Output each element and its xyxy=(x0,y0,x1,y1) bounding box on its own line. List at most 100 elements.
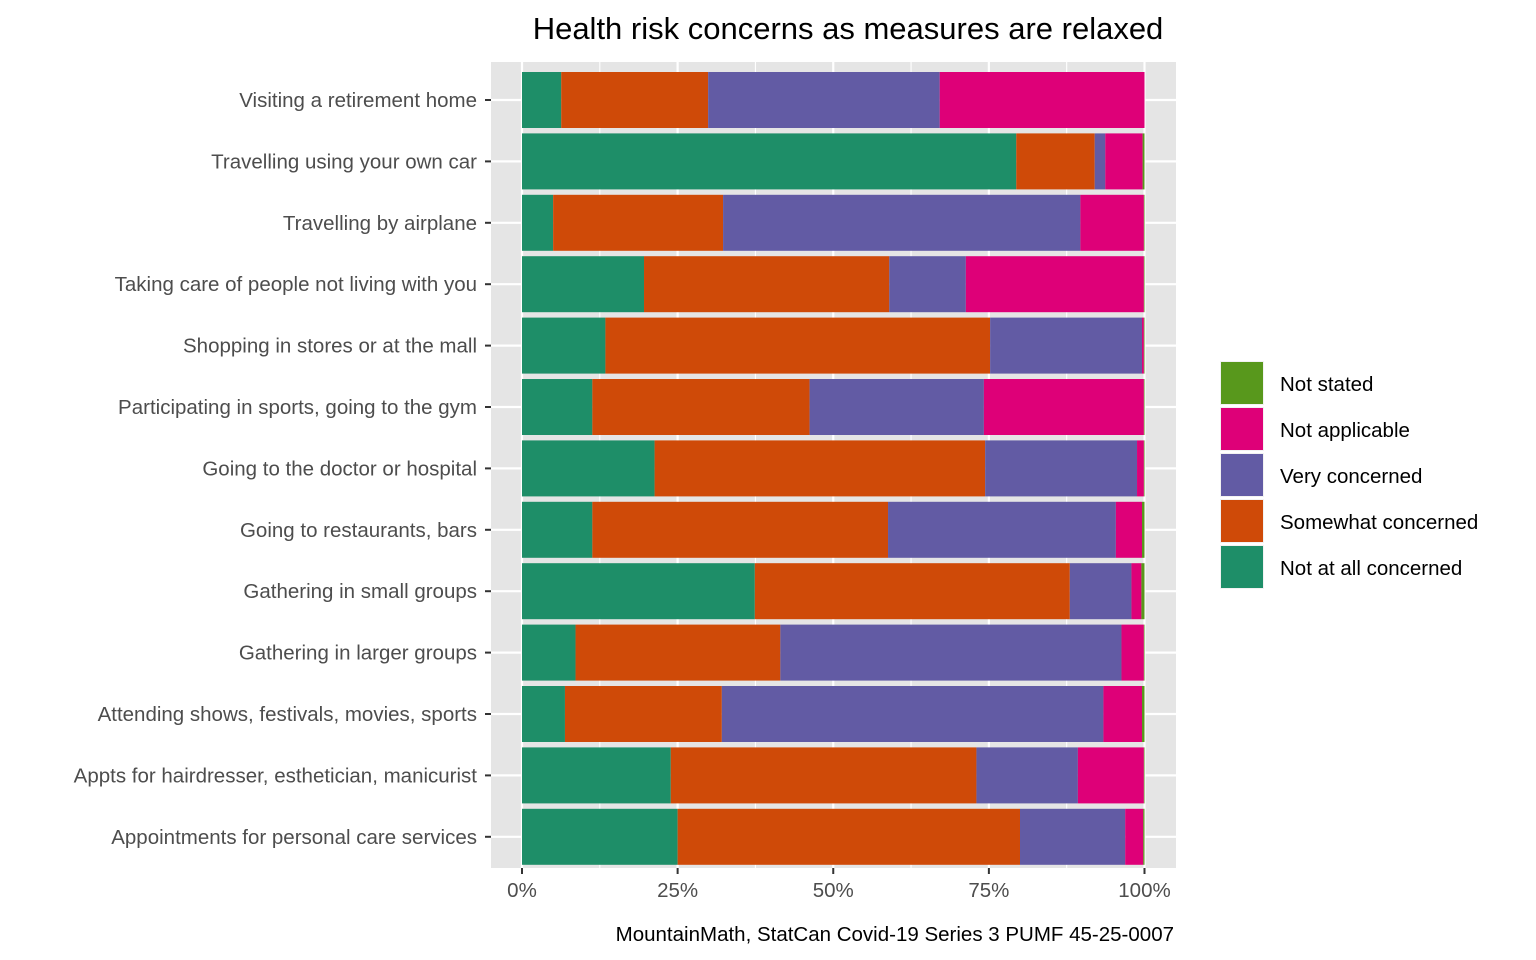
y-tick-label: Taking care of people not living with yo… xyxy=(115,273,477,296)
bar-row xyxy=(522,686,1145,742)
bar-segment-very-concerned xyxy=(1069,563,1132,620)
bar-segment-not-applicable xyxy=(1103,686,1143,742)
legend-swatch xyxy=(1221,546,1263,588)
bar-segment-not-at-all-concerned xyxy=(522,624,576,681)
legend-label: Not stated xyxy=(1280,373,1373,396)
bar-row xyxy=(522,72,1145,128)
bar-segment-not-applicable xyxy=(1131,563,1142,620)
bar-segment-not-applicable xyxy=(1105,133,1143,190)
bar-segment-somewhat-concerned xyxy=(575,624,781,681)
bar-segment-somewhat-concerned xyxy=(1016,133,1095,190)
bar-segment-very-concerned xyxy=(708,72,940,128)
x-tick-label: 50% xyxy=(813,879,854,902)
bar-segment-not-at-all-concerned xyxy=(522,563,755,620)
bar-segment-not-stated xyxy=(1143,747,1145,804)
legend-item: Not at all concerned xyxy=(1220,545,1462,589)
legend-item: Not stated xyxy=(1220,361,1373,405)
bar-segment-not-applicable xyxy=(983,379,1144,435)
bar-segment-not-at-all-concerned xyxy=(522,501,593,558)
y-tick-label: Participating in sports, going to the gy… xyxy=(118,396,477,419)
bar-segment-not-at-all-concerned xyxy=(522,256,645,313)
y-tick-label: Going to the doctor or hospital xyxy=(202,457,477,480)
bar-segment-not-at-all-concerned xyxy=(522,72,562,128)
bar-row xyxy=(522,808,1145,865)
y-tick-label: Shopping in stores or at the mall xyxy=(183,335,477,358)
bar-row xyxy=(522,379,1145,435)
bar-segment-not-at-all-concerned xyxy=(522,379,593,435)
bar-segment-not-applicable xyxy=(1115,501,1143,558)
bar-segment-not-stated xyxy=(1143,624,1145,681)
legend-label: Not at all concerned xyxy=(1280,557,1462,580)
bar-row xyxy=(522,501,1145,558)
bar-segment-not-applicable xyxy=(1125,808,1144,865)
legend-item: Not applicable xyxy=(1220,407,1410,451)
bar-segment-very-concerned xyxy=(888,501,1116,558)
legend-swatch xyxy=(1221,408,1263,450)
bar-segment-very-concerned xyxy=(721,686,1104,742)
bar-segment-not-at-all-concerned xyxy=(522,317,606,374)
chart-caption: MountainMath, StatCan Covid-19 Series 3 … xyxy=(616,923,1174,946)
bar-segment-not-applicable xyxy=(1121,624,1144,681)
bar-row xyxy=(522,747,1145,804)
bar-segment-not-applicable xyxy=(1137,440,1144,497)
x-axis: 0% 25% 50% 75% 100% xyxy=(507,868,1171,902)
y-tick-label: Appointments for personal care services xyxy=(111,826,477,849)
bar-segment-somewhat-concerned xyxy=(605,317,991,374)
bar-segment-not-applicable xyxy=(1080,194,1144,251)
bar-segment-not-applicable xyxy=(1077,747,1144,804)
bar-segment-not-stated xyxy=(1143,440,1145,497)
bar-segment-not-stated xyxy=(1142,686,1145,742)
bar-segment-very-concerned xyxy=(1094,133,1106,190)
bar-segment-somewhat-concerned xyxy=(654,440,986,497)
bar-segment-not-applicable xyxy=(1142,317,1144,374)
bar-segment-not-at-all-concerned xyxy=(522,194,554,251)
bar-segment-very-concerned xyxy=(809,379,984,435)
legend-swatch xyxy=(1221,362,1263,404)
bar-segment-not-at-all-concerned xyxy=(522,747,671,804)
x-tick-label: 75% xyxy=(968,879,1009,902)
bar-segment-not-stated xyxy=(1143,808,1145,865)
bar-segment-very-concerned xyxy=(976,747,1078,804)
bar-row xyxy=(522,133,1145,190)
bar-segment-not-stated xyxy=(1142,501,1145,558)
x-tick-label: 100% xyxy=(1118,879,1170,902)
bar-segment-very-concerned xyxy=(723,194,1081,251)
legend-label: Somewhat concerned xyxy=(1280,511,1478,534)
legend-label: Very concerned xyxy=(1280,465,1422,488)
bar-segment-not-at-all-concerned xyxy=(522,808,678,865)
bar-segment-somewhat-concerned xyxy=(677,808,1020,865)
y-tick-label: Going to restaurants, bars xyxy=(240,519,477,542)
bar-row xyxy=(522,624,1145,681)
bar-row xyxy=(522,194,1145,251)
bar-segment-somewhat-concerned xyxy=(670,747,977,804)
y-axis: Visiting a retirement home Travelling usi… xyxy=(74,89,491,849)
y-tick-label: Travelling by airplane xyxy=(283,212,477,235)
bar-segment-somewhat-concerned xyxy=(561,72,709,128)
y-tick-label: Visiting a retirement home xyxy=(239,89,477,112)
bar-row xyxy=(522,317,1145,374)
y-tick-label: Travelling using your own car xyxy=(211,150,477,173)
bar-row xyxy=(522,563,1145,620)
bar-segment-very-concerned xyxy=(780,624,1122,681)
x-tick-label: 0% xyxy=(507,879,537,902)
y-tick-label: Gathering in larger groups xyxy=(239,642,477,665)
bar-segment-very-concerned xyxy=(1020,808,1126,865)
bar-segment-not-applicable xyxy=(939,72,1145,128)
legend-swatch xyxy=(1221,500,1263,542)
bar-segment-somewhat-concerned xyxy=(644,256,890,313)
bar-segment-somewhat-concerned xyxy=(564,686,722,742)
bar-segment-not-applicable xyxy=(965,256,1144,313)
bar-row xyxy=(522,256,1145,313)
legend: Not stated Not applicable Very concerned So… xyxy=(1220,361,1478,589)
bar-segment-not-stated xyxy=(1143,194,1145,251)
bar-segment-not-at-all-concerned xyxy=(522,133,1017,190)
bar-segment-not-stated xyxy=(1143,317,1145,374)
y-tick-label: Attending shows, festivals, movies, spor… xyxy=(98,703,477,726)
bar-segment-somewhat-concerned xyxy=(592,379,810,435)
legend-item: Somewhat concerned xyxy=(1220,499,1478,543)
bar-segment-not-stated xyxy=(1143,256,1145,313)
bar-segment-not-at-all-concerned xyxy=(522,686,565,742)
bar-segment-not-stated xyxy=(1141,563,1145,620)
bars xyxy=(522,72,1145,865)
